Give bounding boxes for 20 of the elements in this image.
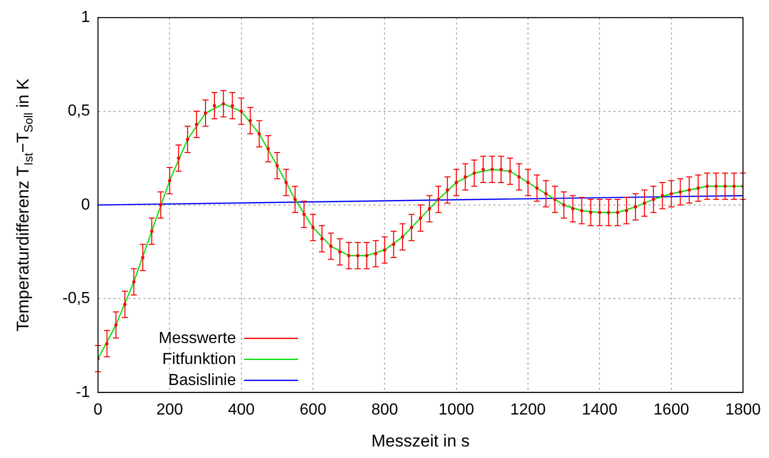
x-tick-label: 1800 xyxy=(725,401,761,418)
y-tick-label: -0,5 xyxy=(62,290,90,308)
x-tick-label: 800 xyxy=(371,401,398,418)
y-tick-label: -1 xyxy=(76,384,90,401)
x-tick-label: 200 xyxy=(156,401,184,418)
x-tick-label: 600 xyxy=(300,401,326,418)
x-tick-label: 1600 xyxy=(654,401,690,418)
y-tick-label: 1 xyxy=(81,9,90,26)
legend-label: Messwerte xyxy=(158,330,236,347)
x-tick-label: 1400 xyxy=(582,401,618,418)
x-tick-label: 0 xyxy=(94,401,103,418)
y-tick-label: 0,5 xyxy=(68,102,90,120)
y-tick-label: 0 xyxy=(81,196,90,214)
x-tick-label: 1000 xyxy=(438,401,474,418)
x-axis-title: Messzeit in s xyxy=(371,431,470,450)
legend-label: Fitfunktion xyxy=(162,350,236,368)
x-tick-label: 400 xyxy=(228,401,255,418)
legend-label: Basislinie xyxy=(168,372,236,389)
x-tick-label: 1200 xyxy=(510,401,546,418)
y-axis-title: Temperaturdifferenz TIst−TSoll in K xyxy=(14,78,36,332)
